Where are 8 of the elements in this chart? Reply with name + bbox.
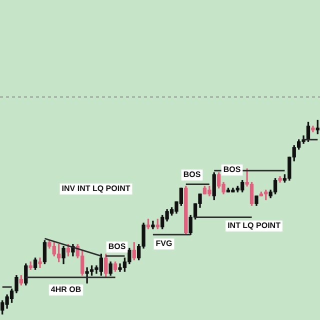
- annotation: BOS: [183, 170, 202, 180]
- annotation: INT LQ POINT: [228, 221, 281, 230]
- annotation: BOS: [108, 242, 126, 252]
- candlestick: [38, 258, 42, 268]
- annotation: INV INT LQ POINT: [62, 184, 130, 194]
- annotation: FVG: [156, 239, 172, 248]
- annotation: 4HR OB: [50, 285, 82, 294]
- annotation: BOS: [223, 165, 242, 174]
